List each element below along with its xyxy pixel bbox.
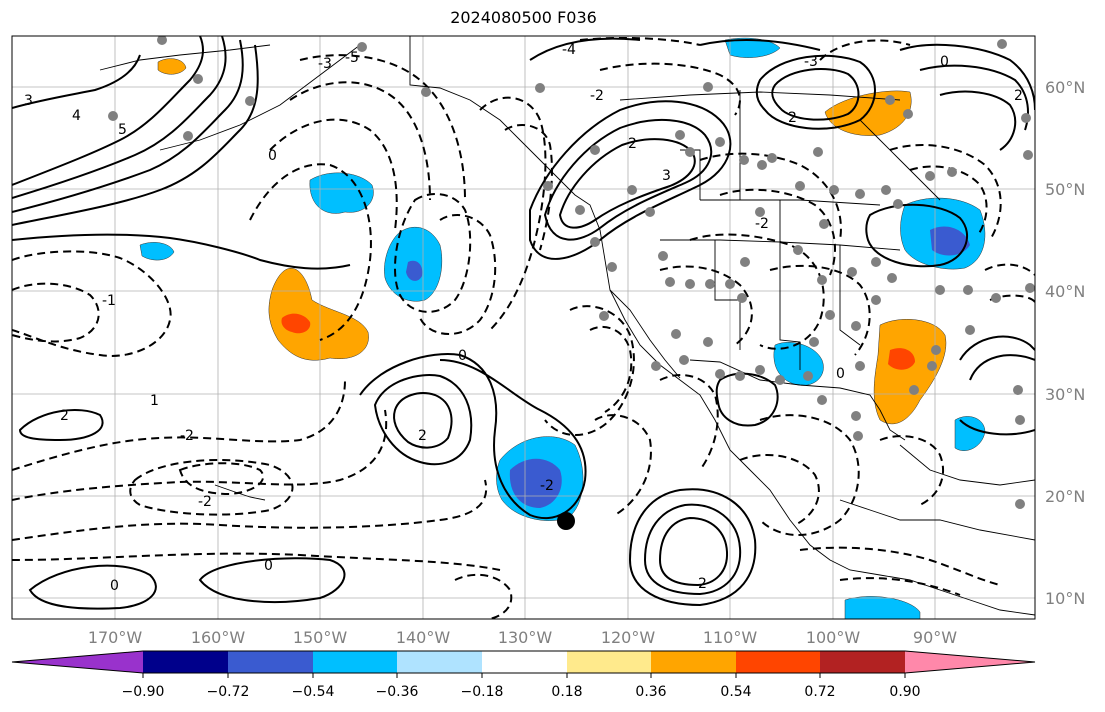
contour-label: -3 — [804, 54, 818, 70]
lon-label: 90°W — [913, 628, 957, 647]
storm-center-marker — [557, 512, 575, 530]
contour-label: 0 — [264, 558, 273, 574]
lon-label: 150°W — [293, 628, 348, 647]
longitude-axis: 170°W 160°W 150°W 140°W 130°W 120°W 110°… — [88, 628, 957, 647]
contour-label: 1 — [150, 393, 159, 409]
contour-label: 5 — [118, 122, 127, 138]
contour-label: 2 — [698, 576, 707, 592]
colorbar-tick: −0.90 — [122, 684, 165, 700]
contour-label: 3 — [662, 168, 671, 184]
negative-anomaly-central-core — [406, 260, 423, 281]
contours-dashed — [12, 36, 1035, 619]
lon-label: 110°W — [703, 628, 758, 647]
positive-anomaly-core — [281, 313, 311, 334]
colorbar-segment — [651, 651, 736, 673]
colorbar-extend-low — [12, 651, 143, 673]
colorbar-tick: −0.36 — [376, 684, 419, 700]
negative-anomaly-south — [844, 596, 921, 619]
colorbar-segment — [397, 651, 482, 673]
contour-label: -2 — [540, 478, 554, 494]
contour-label: 0 — [458, 348, 467, 364]
contour-label: 2 — [628, 136, 637, 152]
colorbar-tick: 0.36 — [635, 684, 666, 700]
contour-label: 0 — [268, 148, 277, 164]
colorbar-segment — [736, 651, 820, 673]
plot-title: 2024080500 F036 — [450, 8, 597, 27]
negative-anomaly-great-lakes-core — [930, 226, 970, 256]
contour-label: 2 — [788, 110, 797, 126]
contour-label: -2 — [590, 88, 604, 104]
colorbar-tick: 0.54 — [720, 684, 751, 700]
colorbar-segment — [143, 651, 228, 673]
contour-label: 0 — [836, 366, 845, 382]
lon-label: 170°W — [88, 628, 143, 647]
negative-anomaly-dateline — [139, 242, 175, 261]
colorbar-tick: −0.54 — [292, 684, 335, 700]
contour-label: -4 — [562, 42, 576, 58]
lon-label: 120°W — [601, 628, 656, 647]
contour-label: -5 — [345, 50, 359, 66]
contour-label: -3 — [318, 56, 332, 72]
colorbar-extend-high — [905, 651, 1035, 673]
contour-label: -2 — [180, 428, 194, 444]
lon-label: 140°W — [396, 628, 451, 647]
contour-label: -2 — [755, 216, 769, 232]
contour-label: 2 — [1014, 88, 1023, 104]
colorbar-tick: −0.18 — [461, 684, 504, 700]
colorbar-segment — [228, 651, 313, 673]
lat-label: 20°N — [1045, 487, 1085, 506]
lon-label: 100°W — [806, 628, 861, 647]
lon-label: 160°W — [191, 628, 246, 647]
contour-label: 4 — [72, 108, 81, 124]
contour-label: -2 — [198, 494, 212, 510]
map-frame — [11, 35, 1036, 620]
colorbar-segment — [482, 651, 567, 673]
colorbar-tick: −0.72 — [207, 684, 250, 700]
lon-label: 130°W — [498, 628, 553, 647]
contour-labels: -5 -4 -3 -2 -1 0 1 2 3 4 5 0 -2 2 -2 0 0… — [24, 42, 1023, 594]
map-area: -5 -4 -3 -2 -1 0 1 2 3 4 5 0 -2 2 -2 0 0… — [12, 36, 1035, 619]
negative-anomaly-north-pacific — [309, 172, 374, 214]
positive-anomaly-southeast-core — [888, 348, 915, 370]
station-dots — [108, 36, 1035, 509]
lat-label: 30°N — [1045, 385, 1085, 404]
contour-label: -1 — [102, 293, 116, 309]
latitude-axis: 60°N 50°N 40°N 30°N 20°N 10°N — [1045, 78, 1085, 608]
lat-label: 40°N — [1045, 282, 1085, 301]
contour-label: 0 — [110, 578, 119, 594]
colorbar-tick: 0.18 — [551, 684, 582, 700]
colorbar-segment — [820, 651, 905, 673]
contour-label: 2 — [418, 428, 427, 444]
lat-label: 50°N — [1045, 180, 1085, 199]
colorbar-segment — [567, 651, 651, 673]
contour-label: 2 — [60, 408, 69, 424]
contour-label: 0 — [940, 54, 949, 70]
colorbar-tick: 0.72 — [804, 684, 835, 700]
contour-label: 3 — [24, 93, 33, 109]
negative-anomaly-canada-north — [724, 37, 781, 58]
lat-label: 60°N — [1045, 78, 1085, 97]
colorbar-segment — [313, 651, 397, 673]
colorbar-tick: 0.90 — [889, 684, 920, 700]
lat-label: 10°N — [1045, 589, 1085, 608]
positive-anomaly-alaska — [157, 58, 187, 75]
colorbar: −0.90 −0.72 −0.54 −0.36 −0.18 0.18 0.36 … — [11, 650, 1036, 700]
